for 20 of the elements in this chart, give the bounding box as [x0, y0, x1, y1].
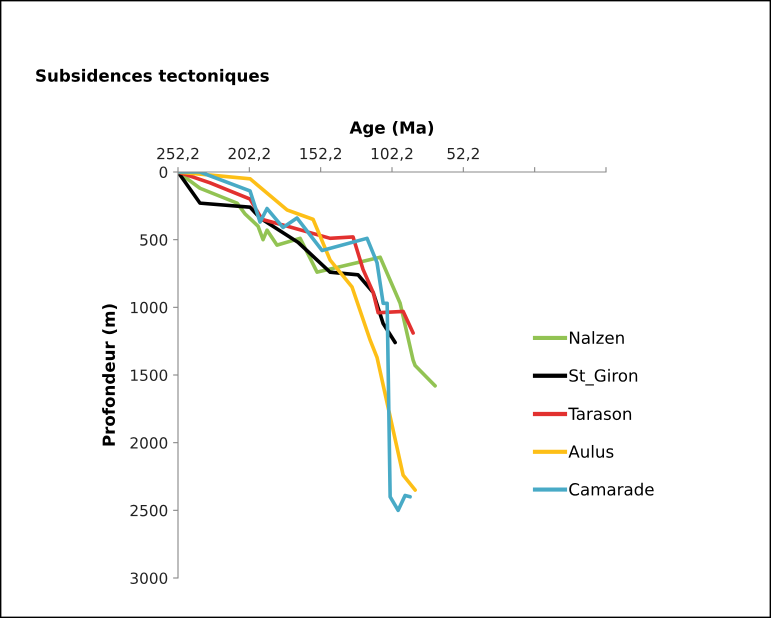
y-axis-title: Profondeur (m)	[102, 304, 118, 446]
x-tick-label: 252,2	[157, 148, 198, 161]
x-tick-label: 202,2	[228, 148, 270, 161]
legend-label: Nalzen	[570, 331, 624, 344]
x-tick-label: 152,2	[300, 148, 342, 161]
x-axis-title: Age (Ma)	[350, 120, 434, 138]
legend-label: Tarason	[568, 408, 632, 420]
y-tick-label: 2000	[130, 437, 168, 449]
y-tick-label: 500	[140, 234, 168, 246]
chart-title: Subsidences tectoniques	[36, 68, 269, 86]
y-tick-label: 0	[160, 166, 168, 178]
legend-label: St_Giron	[569, 368, 638, 386]
x-tick-label: 102,2	[372, 148, 412, 161]
y-tick-label: 2500	[130, 504, 168, 516]
y-tick-label: 1000	[131, 302, 168, 314]
y-tick-label: 1500	[131, 369, 168, 382]
x-tick-label: 52,2	[448, 148, 479, 161]
legend-label: Aulus	[568, 444, 614, 458]
y-tick-label: 3000	[130, 572, 168, 584]
legend-label: Camarade	[569, 482, 654, 496]
